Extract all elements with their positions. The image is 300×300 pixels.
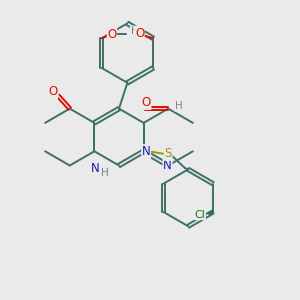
Text: Cl: Cl bbox=[194, 210, 205, 220]
Text: N: N bbox=[163, 159, 172, 172]
Text: H: H bbox=[175, 101, 182, 111]
Text: O: O bbox=[135, 26, 144, 40]
Text: N: N bbox=[142, 145, 151, 158]
Text: O: O bbox=[48, 85, 58, 98]
Text: O: O bbox=[107, 28, 117, 41]
Text: H: H bbox=[130, 26, 138, 36]
Text: O: O bbox=[142, 96, 151, 109]
Text: S: S bbox=[164, 147, 172, 161]
Text: N: N bbox=[91, 162, 100, 175]
Text: H: H bbox=[101, 168, 109, 178]
